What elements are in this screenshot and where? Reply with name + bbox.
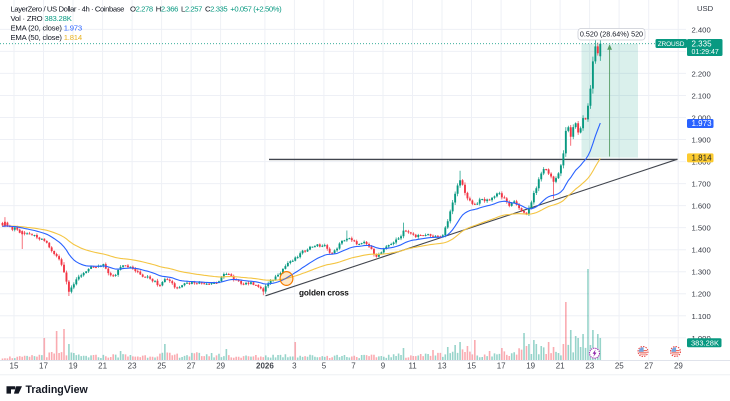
svg-text:2.200: 2.200: [692, 69, 711, 78]
svg-text:TradingView: TradingView: [26, 384, 89, 396]
svg-text:2.000: 2.000: [692, 114, 711, 123]
svg-text:1.700: 1.700: [692, 180, 711, 189]
svg-text:USD: USD: [697, 4, 714, 13]
svg-text:383.28K: 383.28K: [691, 339, 719, 348]
svg-text:21: 21: [98, 361, 107, 370]
svg-text:15: 15: [10, 361, 19, 370]
svg-text:15: 15: [467, 361, 476, 370]
svg-text:2.335: 2.335: [692, 39, 713, 48]
svg-text:1.500: 1.500: [692, 224, 711, 233]
svg-text:3: 3: [292, 361, 297, 370]
svg-text:13: 13: [438, 361, 447, 370]
svg-text:0.520 (28.64%) 520: 0.520 (28.64%) 520: [580, 30, 643, 39]
svg-text:1.900: 1.900: [692, 136, 711, 145]
svg-text:17: 17: [39, 361, 48, 370]
svg-text:EMA (20, close) 1.973: EMA (20, close) 1.973: [11, 23, 82, 32]
svg-text:19: 19: [69, 361, 78, 370]
svg-text:1.973: 1.973: [692, 119, 713, 128]
svg-text:LayerZero / US Dollar · 4h · C: LayerZero / US Dollar · 4h · Coinbase O2.…: [11, 4, 283, 13]
svg-text:29: 29: [674, 361, 683, 370]
svg-text:21: 21: [556, 361, 565, 370]
svg-text:2.100: 2.100: [692, 92, 711, 101]
svg-text:Vol · ZRO 383.28K: Vol · ZRO 383.28K: [11, 14, 73, 23]
svg-text:ZROUSD: ZROUSD: [658, 41, 685, 48]
svg-text:01:29:47: 01:29:47: [692, 49, 719, 56]
svg-text:23: 23: [585, 361, 594, 370]
svg-text:1.200: 1.200: [692, 290, 711, 299]
svg-text:golden cross: golden cross: [299, 289, 349, 298]
svg-text:1.100: 1.100: [692, 312, 711, 321]
svg-text:2026: 2026: [256, 361, 274, 370]
svg-text:1.600: 1.600: [692, 202, 711, 211]
svg-text:5: 5: [322, 361, 327, 370]
svg-text:2.400: 2.400: [692, 25, 711, 34]
svg-text:27: 27: [644, 361, 653, 370]
svg-text:1.300: 1.300: [692, 268, 711, 277]
svg-text:1.814: 1.814: [692, 154, 713, 163]
svg-text:7: 7: [351, 361, 356, 370]
svg-text:17: 17: [497, 361, 506, 370]
svg-text:1.400: 1.400: [692, 246, 711, 255]
svg-text:11: 11: [408, 361, 417, 370]
svg-text:27: 27: [187, 361, 196, 370]
svg-text:9: 9: [381, 361, 386, 370]
svg-text:25: 25: [615, 361, 624, 370]
svg-text:EMA (50, close) 1.814: EMA (50, close) 1.814: [11, 33, 83, 42]
svg-text:19: 19: [526, 361, 535, 370]
svg-text:25: 25: [157, 361, 166, 370]
svg-text:23: 23: [128, 361, 137, 370]
svg-text:29: 29: [216, 361, 225, 370]
